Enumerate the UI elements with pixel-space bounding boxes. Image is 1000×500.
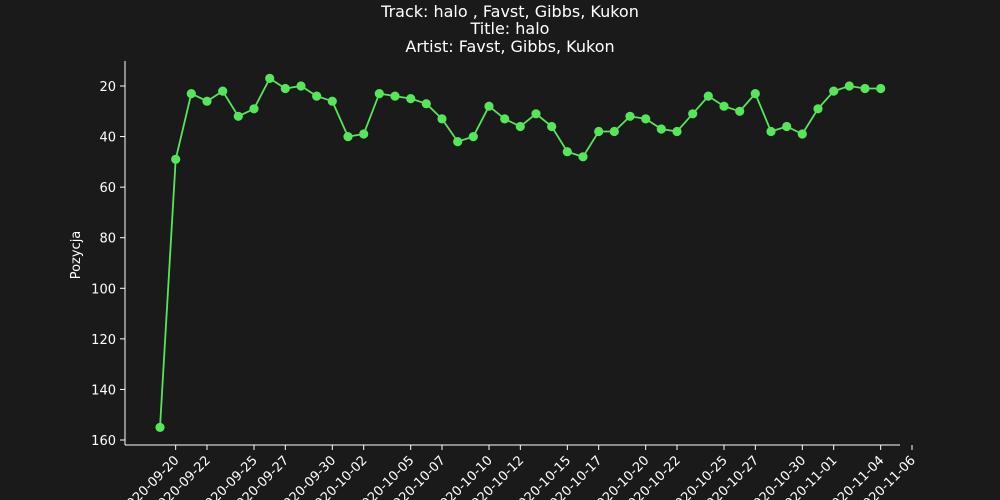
data-point [374, 89, 384, 99]
data-point [390, 91, 400, 101]
y-tick-label: 40 [99, 131, 116, 146]
y-tick-label: 120 [91, 333, 116, 348]
chart-title: Track: halo , Favst, Gibbs, Kukon Title:… [380, 2, 639, 56]
y-tick-label: 20 [99, 80, 116, 95]
data-point [280, 83, 290, 94]
data-point [531, 109, 541, 119]
data-point [484, 101, 494, 111]
data-point [876, 83, 886, 94]
data-point [703, 91, 713, 101]
data-point [594, 126, 604, 137]
data-point [860, 83, 870, 94]
data-point [265, 73, 275, 83]
y-tick-label: 140 [91, 383, 116, 398]
data-point [343, 132, 353, 142]
y-tick-label: 80 [99, 232, 116, 247]
data-point [547, 121, 557, 132]
data-point [766, 126, 776, 137]
title-line-2: Title: halo [470, 19, 550, 38]
data-point [797, 129, 807, 139]
data-point [155, 422, 165, 432]
y-axis-label: Pozycja [69, 231, 84, 280]
data-point [296, 81, 306, 91]
data-point [688, 109, 698, 119]
y-axis-ticks: 20 40 60 80 100 120 140 160 [91, 80, 125, 449]
series-layer [155, 73, 886, 432]
data-point [218, 86, 228, 96]
x-axis-ticks: 2020-09-202020-09-222020-09-252020-09-27… [118, 445, 919, 500]
data-point [562, 147, 572, 157]
data-point [656, 124, 666, 134]
data-point [421, 99, 431, 109]
title-line-1: Track: halo , Favst, Gibbs, Kukon [380, 2, 639, 21]
title-line-3: Artist: Favst, Gibbs, Kukon [405, 37, 614, 56]
y-tick-label: 160 [91, 434, 116, 449]
data-point [468, 132, 478, 142]
data-point [672, 126, 682, 137]
data-point [844, 81, 854, 91]
data-point [249, 104, 259, 114]
data-point [453, 137, 463, 147]
y-tick-label: 60 [99, 181, 116, 196]
data-point [578, 152, 588, 162]
data-point [406, 94, 416, 104]
data-point [233, 111, 243, 121]
data-point [813, 104, 823, 114]
data-point [327, 96, 337, 106]
data-point [625, 111, 635, 121]
data-point [735, 106, 745, 116]
data-point [719, 101, 729, 111]
data-point [750, 89, 760, 99]
data-point [500, 114, 510, 124]
data-point [171, 154, 181, 164]
data-point [312, 91, 322, 101]
data-point [609, 126, 619, 137]
y-tick-label: 100 [91, 282, 116, 297]
data-point [359, 129, 369, 139]
data-point [202, 96, 212, 106]
data-point [641, 114, 651, 124]
data-point [782, 121, 792, 132]
data-point [437, 114, 447, 124]
data-point [186, 89, 196, 99]
data-point [829, 86, 839, 96]
data-point [515, 121, 525, 132]
